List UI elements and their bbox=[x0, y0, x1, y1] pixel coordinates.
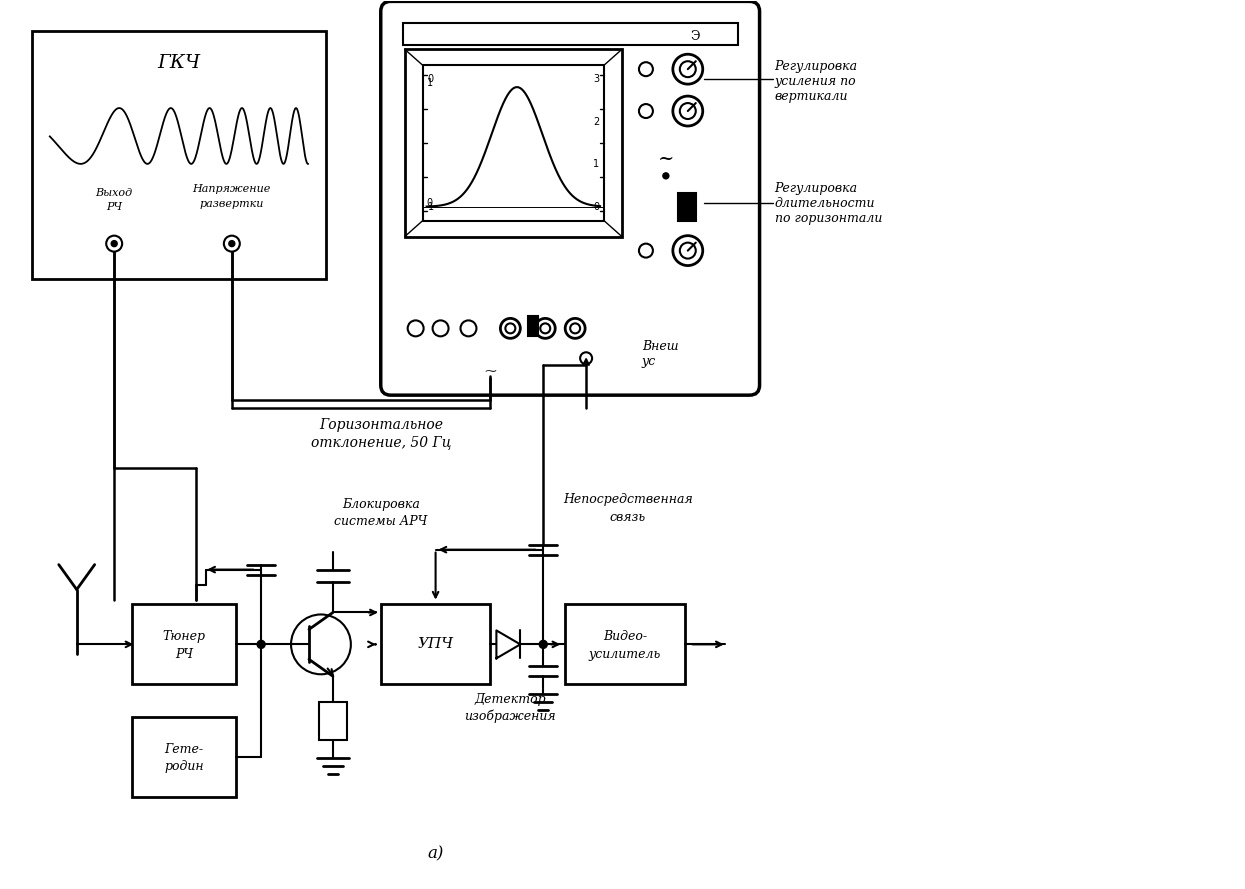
Text: по горизонтали: по горизонтали bbox=[774, 212, 881, 225]
Text: усиления по: усиления по bbox=[774, 75, 857, 88]
Bar bbox=[422, 65, 604, 220]
Circle shape bbox=[291, 614, 351, 674]
Text: системы АРЧ: системы АРЧ bbox=[334, 516, 427, 528]
Text: РЧ: РЧ bbox=[174, 648, 193, 661]
Text: УПЧ: УПЧ bbox=[417, 637, 453, 652]
Circle shape bbox=[505, 324, 515, 333]
Text: вертикали: вертикали bbox=[774, 90, 848, 102]
Text: Выход: Выход bbox=[96, 188, 133, 197]
Text: а): а) bbox=[427, 845, 443, 862]
Text: Горизонтальное: Горизонтальное bbox=[319, 418, 443, 432]
Circle shape bbox=[662, 172, 669, 179]
Text: родин: родин bbox=[164, 760, 204, 773]
Text: Непосредственная: Непосредственная bbox=[563, 493, 693, 507]
Text: 1: 1 bbox=[427, 78, 433, 88]
Circle shape bbox=[680, 243, 696, 259]
Circle shape bbox=[540, 324, 550, 333]
Text: Внеш: Внеш bbox=[642, 340, 679, 353]
Text: Тюнер: Тюнер bbox=[162, 630, 205, 643]
Text: изображения: изображения bbox=[464, 709, 557, 723]
Text: ГКЧ: ГКЧ bbox=[157, 54, 200, 72]
Circle shape bbox=[639, 244, 652, 258]
Circle shape bbox=[580, 352, 593, 364]
Text: Э: Э bbox=[690, 29, 700, 43]
Text: Регулировка: Регулировка bbox=[774, 60, 858, 73]
Bar bbox=[32, 31, 326, 278]
Bar bbox=[381, 605, 491, 685]
Bar bbox=[132, 717, 237, 797]
Text: усилитель: усилитель bbox=[589, 648, 661, 661]
Text: связь: связь bbox=[610, 511, 646, 525]
Bar bbox=[565, 605, 685, 685]
Text: 0: 0 bbox=[427, 74, 433, 84]
Circle shape bbox=[672, 96, 702, 126]
Circle shape bbox=[535, 318, 555, 339]
Text: ус: ус bbox=[642, 355, 656, 368]
Text: Регулировка: Регулировка bbox=[774, 182, 858, 196]
Text: 0: 0 bbox=[593, 202, 599, 212]
Circle shape bbox=[432, 320, 448, 336]
Text: Детектор: Детектор bbox=[474, 693, 547, 706]
Text: 3: 3 bbox=[593, 74, 599, 84]
Circle shape bbox=[570, 324, 580, 333]
Circle shape bbox=[407, 320, 423, 336]
Circle shape bbox=[639, 104, 652, 118]
Bar bbox=[132, 605, 237, 685]
Text: ~: ~ bbox=[483, 362, 498, 379]
Text: развертки: развертки bbox=[199, 199, 264, 209]
Text: 1: 1 bbox=[427, 202, 433, 212]
FancyBboxPatch shape bbox=[381, 2, 759, 395]
Bar bbox=[319, 702, 347, 740]
Circle shape bbox=[224, 236, 240, 252]
Circle shape bbox=[111, 241, 117, 246]
Text: Блокировка: Блокировка bbox=[342, 499, 420, 511]
Text: Видео-: Видео- bbox=[603, 630, 647, 643]
Circle shape bbox=[672, 236, 702, 266]
Text: 1: 1 bbox=[593, 159, 599, 169]
Circle shape bbox=[680, 103, 696, 119]
Circle shape bbox=[461, 320, 477, 336]
Circle shape bbox=[258, 640, 265, 648]
Circle shape bbox=[500, 318, 520, 339]
Circle shape bbox=[639, 62, 652, 76]
Text: ~: ~ bbox=[657, 150, 674, 168]
Circle shape bbox=[539, 640, 548, 648]
Circle shape bbox=[672, 54, 702, 84]
Text: РЧ: РЧ bbox=[106, 202, 122, 212]
Circle shape bbox=[680, 61, 696, 77]
Text: 2: 2 bbox=[593, 116, 599, 126]
Bar bbox=[405, 49, 622, 236]
Circle shape bbox=[106, 236, 122, 252]
Circle shape bbox=[565, 318, 585, 339]
Bar bbox=[402, 23, 737, 45]
Circle shape bbox=[229, 241, 235, 246]
Text: отклонение, 50 Гц: отклонение, 50 Гц bbox=[310, 435, 451, 449]
Bar bbox=[677, 193, 696, 220]
Text: Гете-: Гете- bbox=[164, 742, 203, 756]
Text: длительности: длительности bbox=[774, 197, 875, 211]
Text: 0: 0 bbox=[427, 197, 433, 208]
Bar bbox=[528, 316, 538, 336]
Text: Напряжение: Напряжение bbox=[193, 184, 271, 194]
